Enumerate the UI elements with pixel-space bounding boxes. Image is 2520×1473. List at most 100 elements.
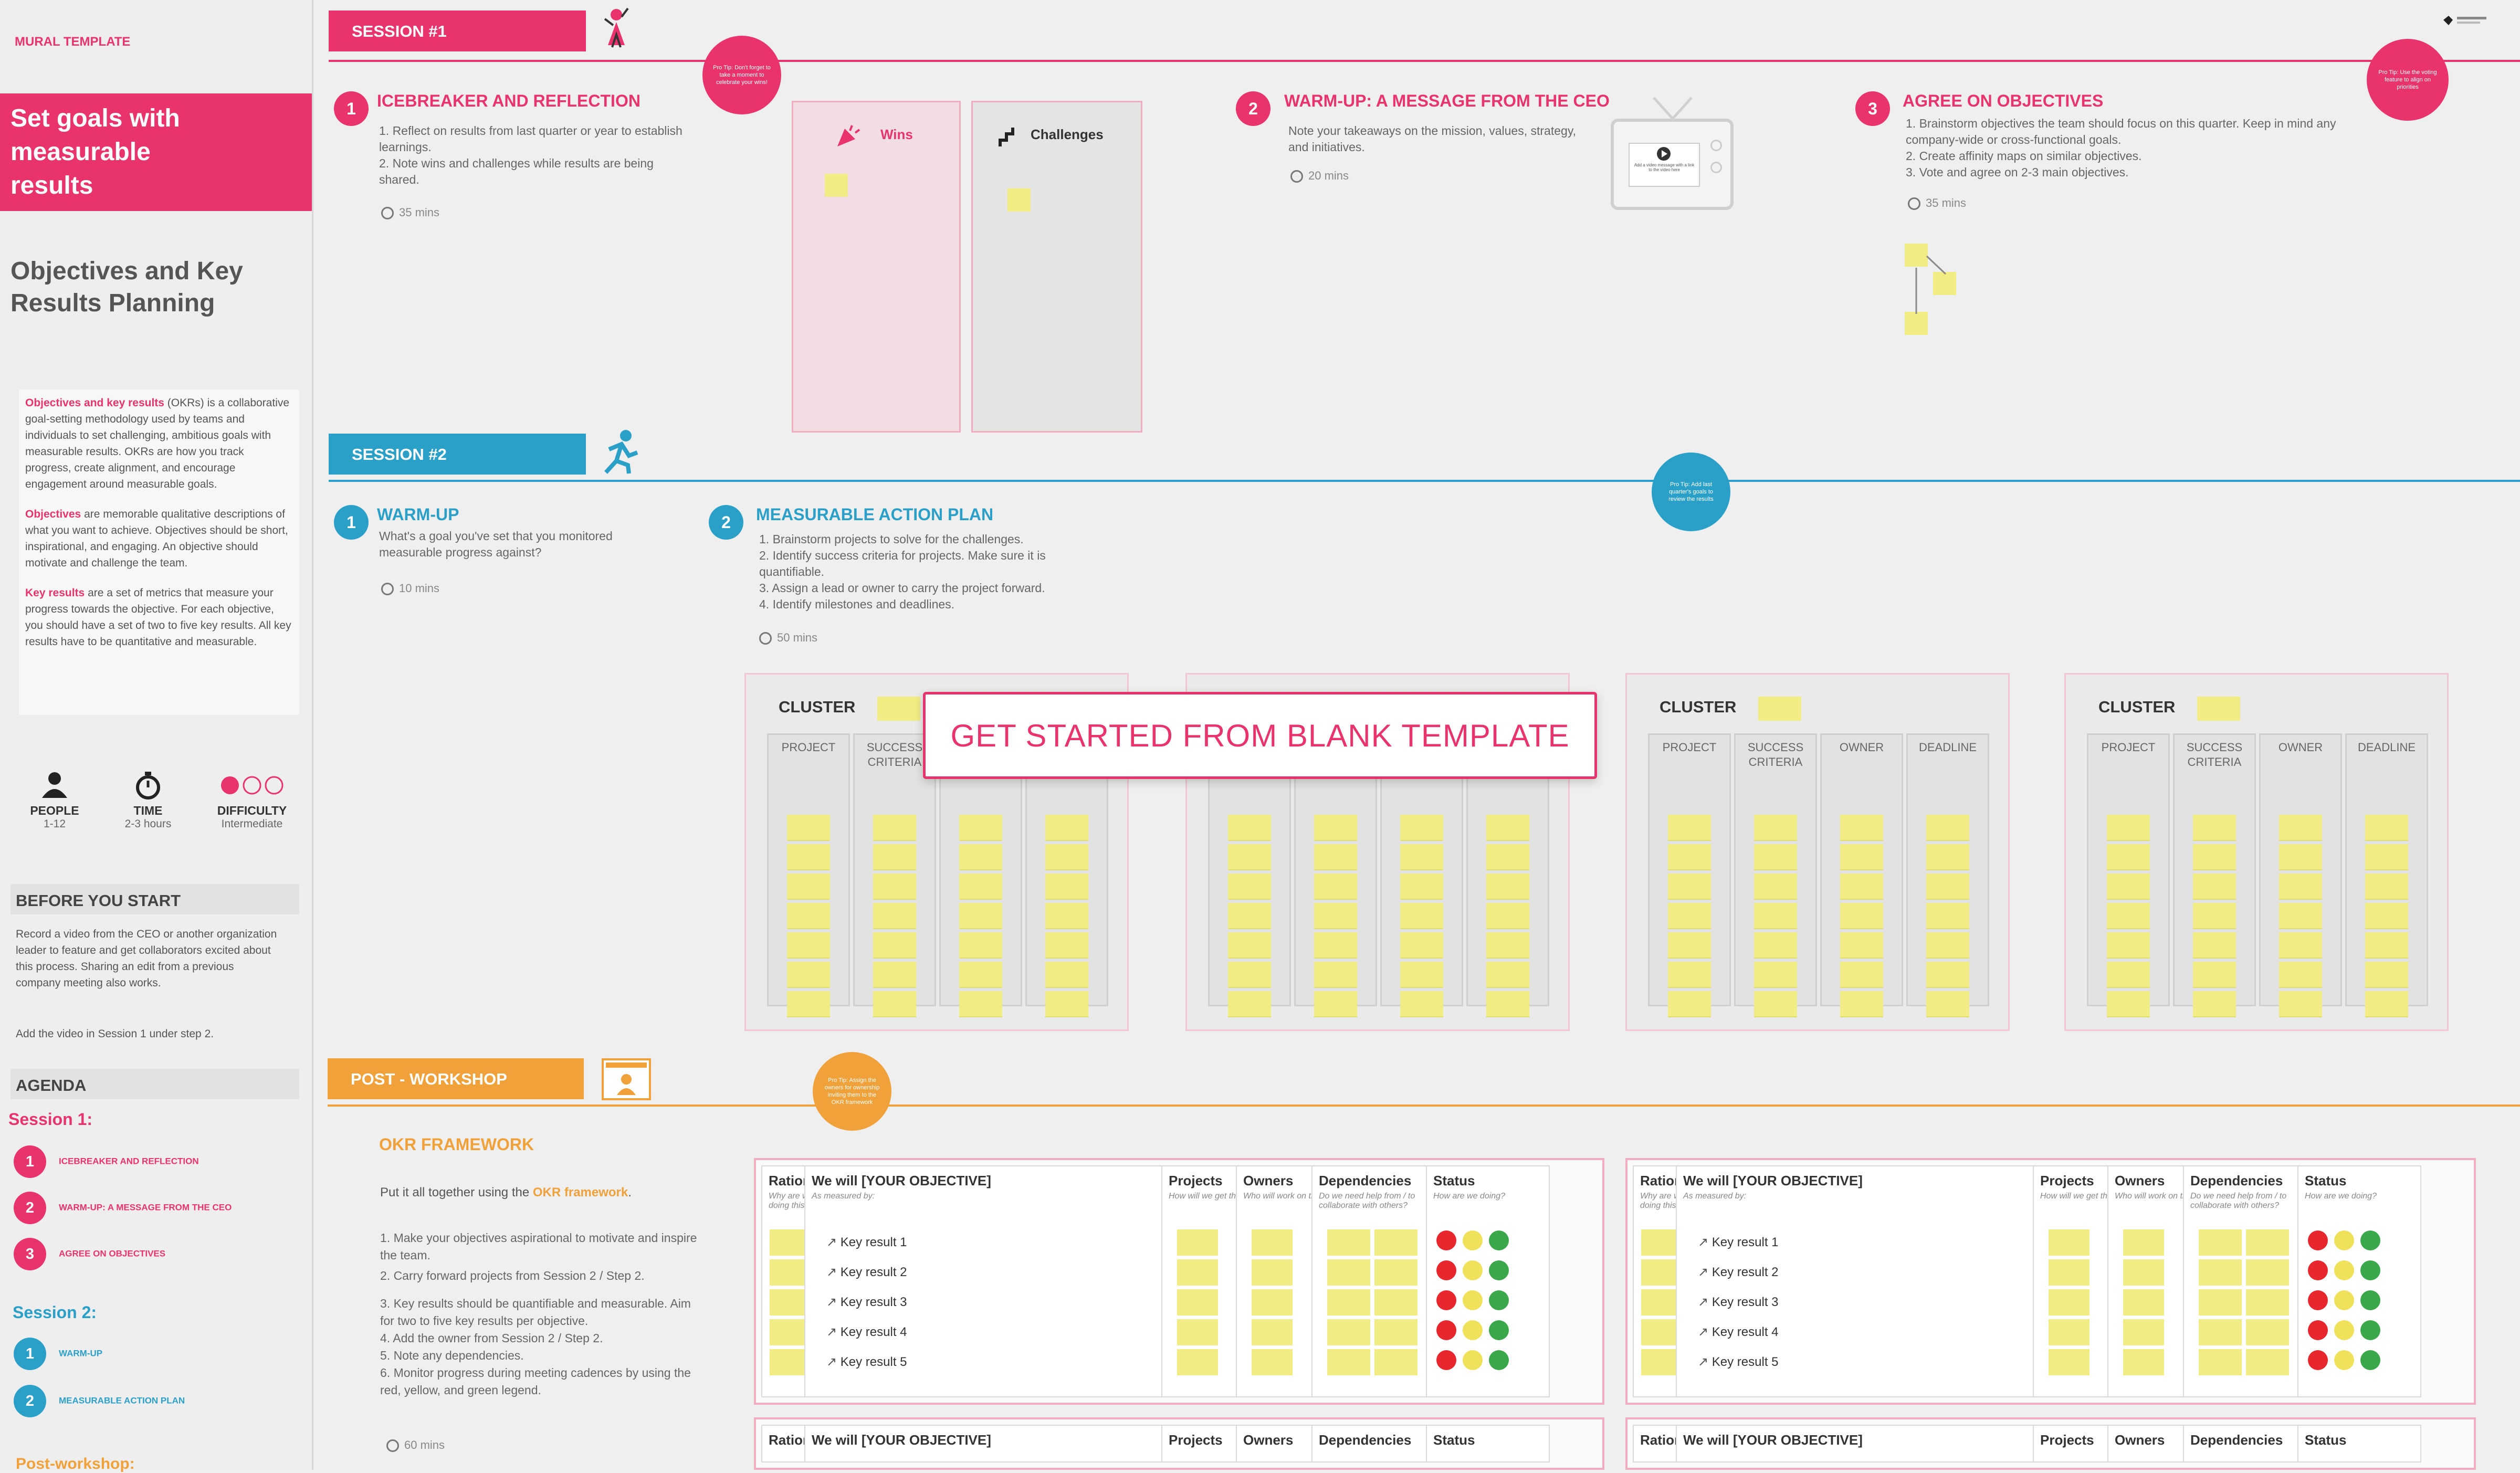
sticky-note[interactable] xyxy=(2193,991,2236,1017)
sticky-note[interactable] xyxy=(1228,903,1271,929)
sticky-note[interactable] xyxy=(1314,844,1357,870)
sticky-note[interactable] xyxy=(2107,874,2150,900)
sticky-note[interactable] xyxy=(1754,932,1797,959)
sticky-note[interactable] xyxy=(1400,991,1443,1017)
okr-column-dependencies[interactable]: Dependencies Do we need help from / to co… xyxy=(2183,1165,2325,1397)
key-result[interactable]: ↗ Key result 4 xyxy=(826,1325,907,1339)
status-dot[interactable] xyxy=(2308,1230,2328,1250)
sticky-note[interactable] xyxy=(1314,991,1357,1017)
sticky-note[interactable] xyxy=(1905,244,1928,267)
wins-board[interactable]: Wins xyxy=(792,101,961,433)
sticky-note[interactable] xyxy=(1400,932,1443,959)
cluster-column[interactable]: OWNER xyxy=(2259,733,2342,1017)
cluster-column[interactable]: DEADLINE xyxy=(2345,733,2428,1017)
sticky-note[interactable] xyxy=(1327,1349,1370,1375)
sticky-note[interactable] xyxy=(1374,1229,1418,1256)
sticky-note[interactable] xyxy=(873,874,916,900)
status-dot[interactable] xyxy=(1489,1350,1509,1370)
status-dot[interactable] xyxy=(2360,1320,2380,1340)
sticky-note[interactable] xyxy=(2193,844,2236,870)
okr-column-objective[interactable]: We will [YOUR OBJECTIVE] xyxy=(1676,1425,2058,1463)
cluster-column[interactable]: SUCCESS CRITERIA xyxy=(2173,733,2256,1017)
status-dot[interactable] xyxy=(2308,1260,2328,1280)
sticky-note[interactable] xyxy=(873,844,916,870)
sticky-note[interactable] xyxy=(2193,815,2236,841)
agenda-item[interactable]: 2 WARM-UP: A MESSAGE FROM THE CEO xyxy=(14,1192,232,1224)
sticky-note[interactable] xyxy=(1486,874,1529,900)
sticky-note[interactable] xyxy=(1668,962,1711,988)
sticky-note[interactable] xyxy=(2199,1319,2242,1345)
sticky-note[interactable] xyxy=(2246,1289,2289,1316)
sticky-note[interactable] xyxy=(1045,962,1088,988)
sticky-note[interactable] xyxy=(1754,874,1797,900)
status-dot[interactable] xyxy=(1436,1260,1456,1280)
sticky-note[interactable] xyxy=(1641,1229,1682,1256)
sticky-note[interactable] xyxy=(1754,815,1797,841)
sticky-note[interactable] xyxy=(1045,844,1088,870)
key-result[interactable]: ↗ Key result 5 xyxy=(826,1355,907,1369)
sticky-note[interactable] xyxy=(1177,1319,1218,1345)
sticky-note[interactable] xyxy=(1252,1289,1293,1316)
video-placeholder[interactable]: Add a video message with a link to the v… xyxy=(1611,119,1734,210)
sticky-note[interactable] xyxy=(1926,815,1969,841)
sticky-note[interactable] xyxy=(2279,932,2322,959)
sticky-note[interactable] xyxy=(2365,932,2408,959)
sticky-note[interactable] xyxy=(1374,1289,1418,1316)
sticky-note[interactable] xyxy=(873,815,916,841)
sticky-note[interactable] xyxy=(1668,991,1711,1017)
sticky-note[interactable] xyxy=(2193,962,2236,988)
sticky-note[interactable] xyxy=(1314,962,1357,988)
sticky-note[interactable] xyxy=(787,815,830,841)
sticky-note[interactable] xyxy=(1228,874,1271,900)
sticky-note[interactable] xyxy=(1228,932,1271,959)
sticky-note[interactable] xyxy=(787,932,830,959)
sticky-note[interactable] xyxy=(2197,697,2240,721)
sticky-note[interactable] xyxy=(1668,844,1711,870)
sticky-note[interactable] xyxy=(1668,932,1711,959)
sticky-note[interactable] xyxy=(2193,874,2236,900)
sticky-note[interactable] xyxy=(1758,697,1801,721)
sticky-note[interactable] xyxy=(2107,932,2150,959)
sticky-note[interactable] xyxy=(1933,272,1956,295)
status-dot[interactable] xyxy=(2308,1320,2328,1340)
status-dot[interactable] xyxy=(1463,1320,1483,1340)
pro-tip-badge[interactable]: Pro Tip: Add last quarter's goals to rev… xyxy=(1652,453,1730,531)
sticky-note[interactable] xyxy=(1045,874,1088,900)
sticky-note[interactable] xyxy=(770,1319,811,1345)
status-dot[interactable] xyxy=(1489,1230,1509,1250)
sticky-note[interactable] xyxy=(1926,903,1969,929)
sticky-note[interactable] xyxy=(770,1259,811,1286)
sticky-note[interactable] xyxy=(2107,815,2150,841)
pro-tip-badge[interactable]: Pro Tip: Use the voting feature to align… xyxy=(2367,39,2449,121)
sticky-note[interactable] xyxy=(873,991,916,1017)
status-dot[interactable] xyxy=(1463,1260,1483,1280)
sticky-note[interactable] xyxy=(959,844,1002,870)
sticky-note[interactable] xyxy=(787,991,830,1017)
sticky-note[interactable] xyxy=(2123,1259,2164,1286)
sticky-note[interactable] xyxy=(787,844,830,870)
sticky-note[interactable] xyxy=(1327,1319,1370,1345)
sticky-note[interactable] xyxy=(2107,903,2150,929)
sticky-note[interactable] xyxy=(2107,991,2150,1017)
cluster-column[interactable]: OWNER xyxy=(1820,733,1903,1017)
sticky-note[interactable] xyxy=(1486,903,1529,929)
sticky-note[interactable] xyxy=(2246,1229,2289,1256)
sticky-note[interactable] xyxy=(1374,1319,1418,1345)
key-result[interactable]: ↗ Key result 3 xyxy=(1698,1295,1779,1309)
sticky-note[interactable] xyxy=(2279,844,2322,870)
sticky-note[interactable] xyxy=(2193,903,2236,929)
okr-table[interactable]: Rationale We will [YOUR OBJECTIVE] Project… xyxy=(1625,1417,2476,1470)
sticky-note[interactable] xyxy=(787,874,830,900)
sticky-note[interactable] xyxy=(1754,844,1797,870)
sticky-note[interactable] xyxy=(2279,991,2322,1017)
sticky-note[interactable] xyxy=(1486,815,1529,841)
sticky-note[interactable] xyxy=(1177,1289,1218,1316)
sticky-note[interactable] xyxy=(1177,1349,1218,1375)
cluster-column[interactable]: SUCCESS CRITERIA xyxy=(1734,733,1817,1017)
status-dot[interactable] xyxy=(1489,1290,1509,1310)
status-dot[interactable] xyxy=(1436,1290,1456,1310)
status-dot[interactable] xyxy=(1463,1230,1483,1250)
sticky-note[interactable] xyxy=(1926,991,1969,1017)
key-result[interactable]: ↗ Key result 4 xyxy=(1698,1325,1779,1339)
sticky-note[interactable] xyxy=(2123,1349,2164,1375)
